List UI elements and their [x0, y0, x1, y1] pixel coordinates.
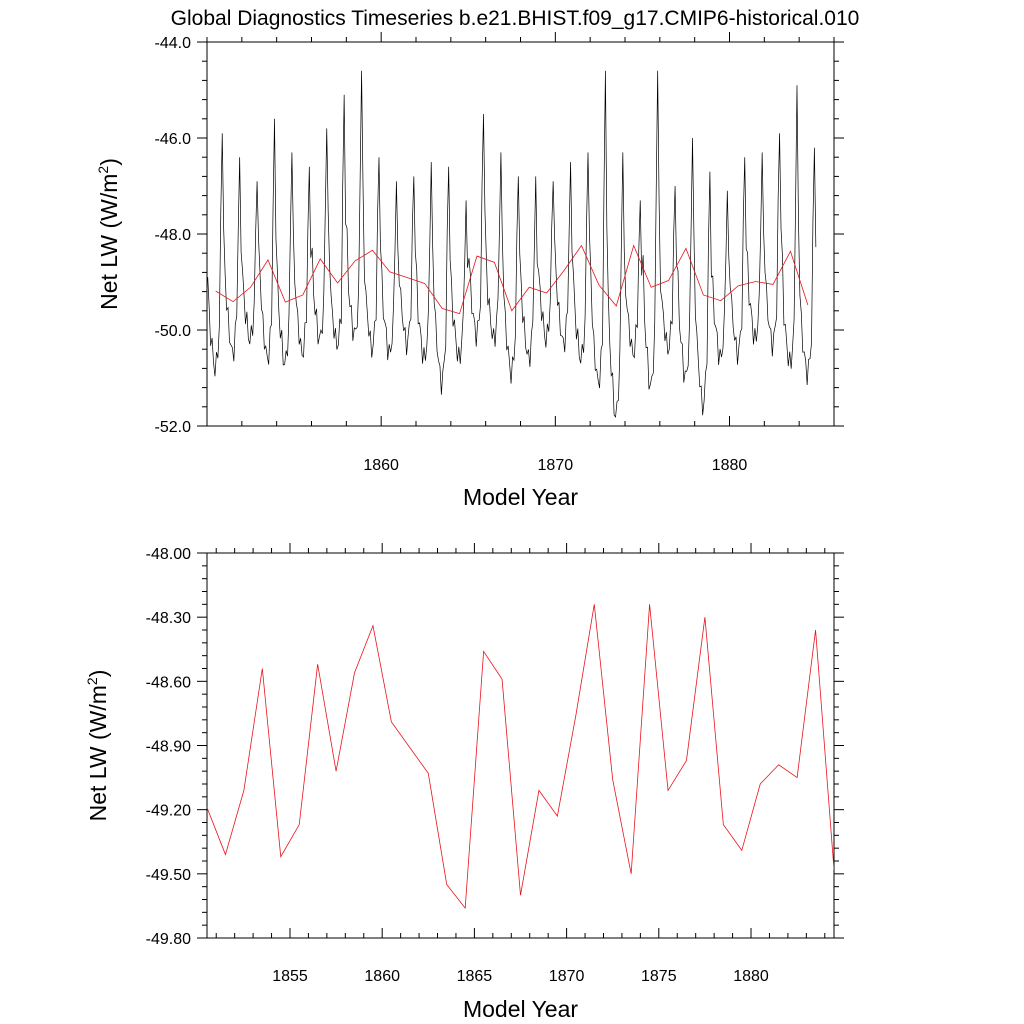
plot-frame: [206, 552, 835, 939]
x-axis-title: Model Year: [463, 996, 578, 1022]
x-tick-label: 1860: [363, 457, 399, 474]
y-tick-label: -52.0: [155, 419, 192, 436]
y-axis-title-end: ): [96, 158, 122, 166]
y-tick-label: -48.90: [146, 739, 191, 756]
y-tick-label: -46.0: [155, 131, 192, 148]
y-tick-label: -48.0: [155, 227, 192, 244]
y-axis-title-superscript: 2: [95, 166, 111, 174]
y-tick-label: -49.20: [146, 803, 191, 820]
x-tick-label: 1875: [641, 968, 677, 985]
chart-title: Global Diagnostics Timeseries b.e21.BHIS…: [171, 7, 860, 30]
data-layer: [207, 70, 817, 418]
x-axis-title: Model Year: [463, 484, 578, 510]
annual-series-line: [215, 244, 809, 315]
x-tick-label: 1870: [549, 968, 585, 985]
top-panel: 1860 1870 1880 -52.0 -50.0 -48.0 -46.0 -44.0 Mod…: [95, 32, 844, 510]
y-axis-title-superscript: 2: [84, 677, 100, 685]
plot-frame: [206, 41, 835, 427]
y-tick-label: -48.60: [146, 674, 191, 691]
y-tick-label: -49.50: [146, 867, 191, 884]
monthly-series-line: [207, 70, 817, 418]
y-axis-title-end: ): [85, 670, 111, 678]
x-tick-label: 1880: [733, 968, 769, 985]
y-tick-label: -50.0: [155, 323, 192, 340]
y-tick-label: -48.30: [146, 610, 191, 627]
y-tick-label: -48.00: [146, 546, 191, 563]
y-tick-label: -49.80: [146, 931, 191, 948]
y-tick-label: -44.0: [155, 35, 192, 52]
x-tick-label: 1860: [364, 968, 400, 985]
y-axis-title: Net LW (W/m2): [84, 670, 111, 822]
y-axis-title-main: Net LW (W/m: [96, 174, 122, 310]
x-tick-label: 1870: [538, 457, 574, 474]
x-tick-label: 1880: [712, 457, 748, 474]
annual-series-line: [207, 604, 834, 910]
x-tick-label: 1865: [457, 968, 493, 985]
y-axis-title-main: Net LW (W/m: [85, 685, 111, 821]
y-axis-title: Net LW (W/m2): [95, 158, 122, 310]
data-layer: [207, 604, 834, 910]
bottom-panel: 1855 1860 1865 1870 1875 1880 -49.80 -49.50 -49.…: [84, 543, 844, 1022]
x-tick-label: 1855: [272, 968, 308, 985]
